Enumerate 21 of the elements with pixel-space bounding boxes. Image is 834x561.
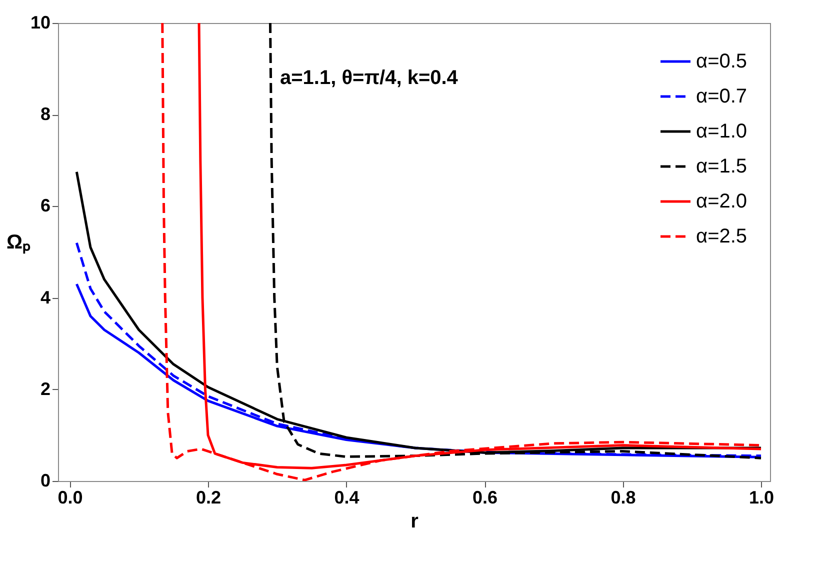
y-axis-title: Ωₚ bbox=[6, 232, 30, 254]
legend-label: α=1.5 bbox=[696, 156, 748, 178]
legend-label: α=0.7 bbox=[696, 86, 748, 108]
y-tick-label: 10 bbox=[30, 12, 50, 32]
y-tick-label: 0 bbox=[40, 470, 50, 490]
legend-label: α=0.5 bbox=[696, 50, 748, 72]
x-tick-label: 1.0 bbox=[749, 488, 774, 508]
legend-label: α=2.5 bbox=[696, 226, 748, 248]
x-axis-title: r bbox=[410, 510, 419, 532]
x-tick-label: 0.8 bbox=[610, 488, 636, 508]
x-tick-label: 0.6 bbox=[472, 488, 498, 508]
y-tick-label: 6 bbox=[40, 196, 50, 216]
x-tick-label: 0.0 bbox=[58, 488, 83, 508]
annotation: a=1.1, θ=π/4, k=0.4 bbox=[280, 67, 459, 89]
y-tick-label: 8 bbox=[40, 104, 50, 124]
y-tick-label: 2 bbox=[40, 378, 50, 399]
legend-label: α=1.0 bbox=[696, 120, 748, 142]
legend-label: α=2.0 bbox=[696, 190, 748, 212]
x-tick-label: 0.4 bbox=[334, 488, 360, 508]
y-tick-label: 4 bbox=[40, 287, 50, 308]
x-tick-label: 0.2 bbox=[196, 488, 222, 508]
